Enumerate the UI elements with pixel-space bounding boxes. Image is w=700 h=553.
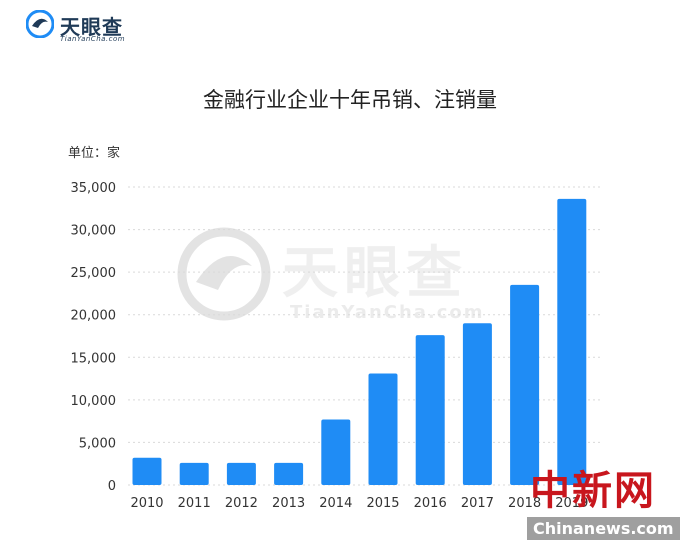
chart-title: 金融行业企业十年吊销、注销量	[203, 88, 497, 112]
unit-label: 单位：家	[68, 146, 121, 161]
x-tick-label: 2013	[272, 496, 305, 511]
watermark-text: 天眼查	[282, 241, 468, 306]
x-tick-label: 2011	[178, 496, 211, 511]
x-tick-label: 2014	[319, 496, 352, 511]
x-tick-label: 2019	[555, 496, 588, 511]
chinanews-stamp: 中新网	[530, 467, 656, 514]
y-tick-label: 35,000	[71, 181, 117, 196]
y-tick-label: 0	[108, 479, 116, 494]
y-tick-label: 20,000	[71, 309, 117, 324]
x-tick-label: 2017	[461, 496, 494, 511]
watermark-logo-icon	[177, 227, 271, 321]
bar-2013	[274, 462, 304, 485]
logo-text: 天眼查	[60, 15, 123, 39]
bar-2015	[368, 373, 398, 485]
x-tick-label: 2018	[508, 496, 541, 511]
y-tick-label: 15,000	[71, 351, 117, 366]
bar-2017	[462, 323, 492, 485]
x-tick-label: 2016	[414, 496, 447, 511]
bar-2018	[510, 284, 540, 485]
y-tick-label: 5,000	[79, 436, 116, 451]
bar-2011	[179, 462, 209, 485]
bar-2014	[321, 419, 351, 485]
x-tick-label: 2010	[130, 496, 163, 511]
chinanews-url: Chinanews.com	[527, 517, 680, 540]
y-tick-label: 30,000	[71, 224, 117, 239]
bar-2012	[226, 462, 256, 485]
bar-2016	[415, 335, 445, 485]
watermark-subtext: TianYanCha.com	[290, 302, 485, 323]
x-tick-label: 2012	[225, 496, 258, 511]
tianyancha-logo: 天眼查 TianYanCha.com	[26, 10, 136, 44]
logo-subtext: TianYanCha.com	[60, 35, 126, 43]
y-tick-label: 10,000	[71, 394, 117, 409]
bar-2010	[132, 457, 162, 485]
y-tick-label: 25,000	[71, 266, 117, 281]
bar-2019	[557, 198, 587, 486]
tianyancha-logo-icon	[26, 10, 54, 38]
x-tick-label: 2015	[366, 496, 399, 511]
